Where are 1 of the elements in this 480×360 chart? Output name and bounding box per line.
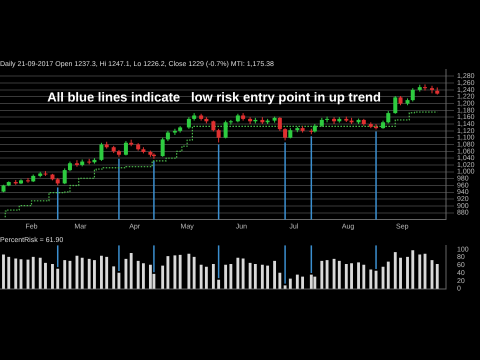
annotation: All blue lines indicate low risk entry point in up trend: [47, 89, 381, 104]
